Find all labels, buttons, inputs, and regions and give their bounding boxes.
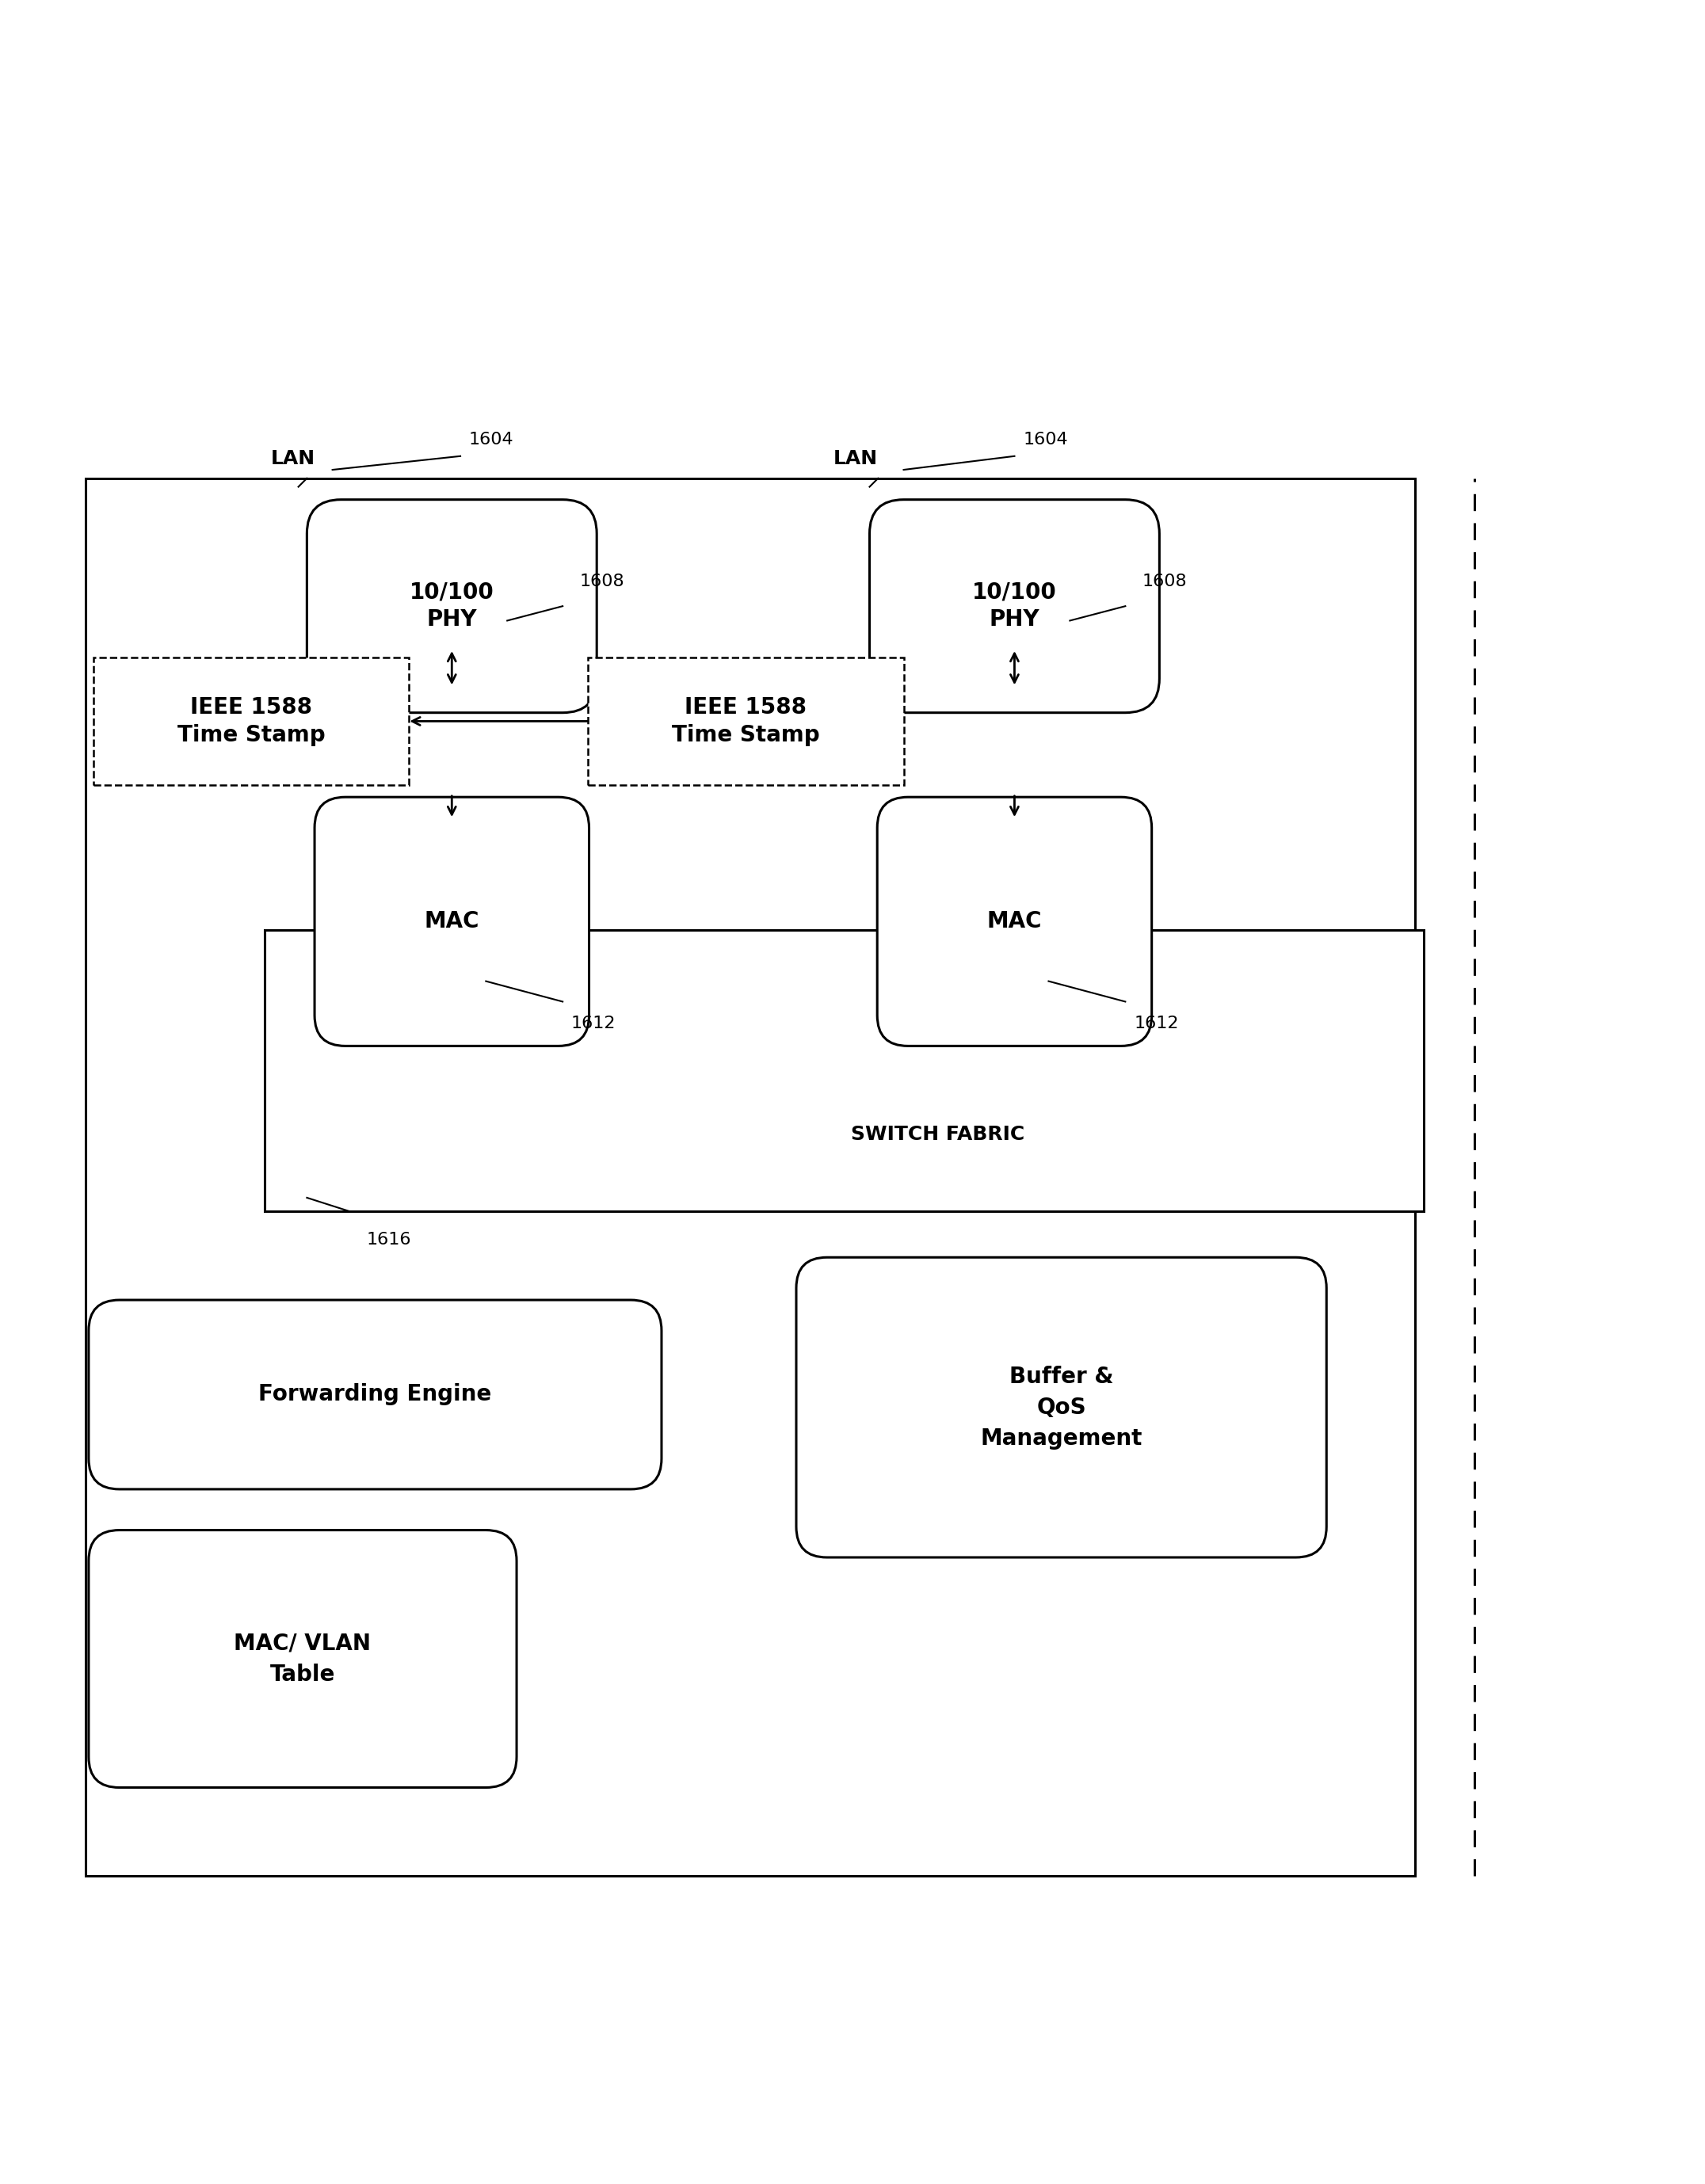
FancyBboxPatch shape: [876, 797, 1153, 1046]
Bar: [588, 657, 904, 784]
Text: MAC: MAC: [987, 911, 1042, 933]
Bar: [264, 930, 1424, 1212]
Text: 1604: 1604: [1023, 432, 1067, 448]
Text: MAC/ VLAN
Table: MAC/ VLAN Table: [234, 1631, 372, 1686]
Text: 1608: 1608: [580, 572, 624, 590]
FancyBboxPatch shape: [89, 1531, 517, 1787]
Text: 10/100
PHY: 10/100 PHY: [409, 581, 494, 631]
Text: 1608: 1608: [1142, 572, 1187, 590]
FancyBboxPatch shape: [870, 500, 1159, 712]
Text: IEEE 1588
Time Stamp: IEEE 1588 Time Stamp: [672, 697, 820, 747]
FancyBboxPatch shape: [89, 1299, 662, 1489]
Bar: [85, 478, 1415, 1876]
FancyBboxPatch shape: [796, 1258, 1326, 1557]
Text: Forwarding Engine: Forwarding Engine: [259, 1382, 491, 1406]
FancyBboxPatch shape: [307, 500, 597, 712]
FancyBboxPatch shape: [314, 797, 590, 1046]
Text: LAN: LAN: [834, 450, 878, 467]
Text: 10/100
PHY: 10/100 PHY: [972, 581, 1057, 631]
Text: 1616: 1616: [367, 1232, 411, 1247]
Text: Buffer &
QoS
Management: Buffer & QoS Management: [980, 1365, 1142, 1450]
Text: 1612: 1612: [1134, 1016, 1178, 1031]
Text: IEEE 1588
Time Stamp: IEEE 1588 Time Stamp: [177, 697, 326, 747]
Text: 1612: 1612: [571, 1016, 616, 1031]
Bar: [94, 657, 409, 784]
Text: 1604: 1604: [469, 432, 513, 448]
Text: SWITCH FABRIC: SWITCH FABRIC: [851, 1125, 1025, 1144]
Text: MAC: MAC: [425, 911, 479, 933]
Text: LAN: LAN: [271, 450, 315, 467]
